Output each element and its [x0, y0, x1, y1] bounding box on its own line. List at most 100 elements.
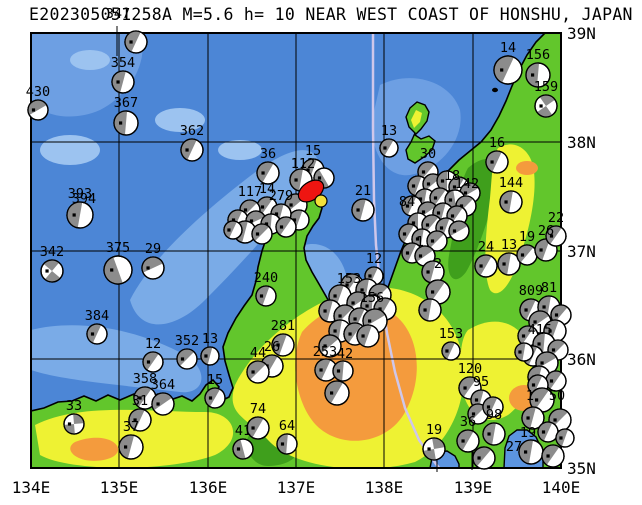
beachball-center-dot — [338, 314, 342, 318]
beachball-rim — [113, 110, 139, 136]
beachball-rim — [142, 351, 164, 373]
focal-mechanism-beachball — [232, 438, 254, 460]
beachball-compression-quadrant — [468, 404, 486, 422]
focal-mechanism-beachball — [176, 348, 198, 370]
beachball-compression-quadrant — [247, 361, 266, 380]
event-number-label: 27 — [506, 439, 522, 455]
event-number-label: 22 — [548, 210, 564, 226]
beachball-center-dot — [461, 439, 465, 443]
event-number-label: 12 — [145, 336, 161, 352]
focal-mechanism-beachball — [482, 396, 504, 418]
event-number-label: 15 — [207, 372, 223, 388]
event-number-label: 19 — [519, 229, 535, 245]
beachball-rim — [448, 220, 470, 242]
beachball-center-dot — [502, 262, 506, 266]
beachball-compression-quadrant — [459, 377, 477, 398]
map-title: E202305051258A M=5.6 h= 10 NEAR WEST COA… — [29, 5, 633, 24]
sado-highland — [411, 110, 422, 128]
focal-mechanism-beachball — [256, 161, 280, 185]
beachball-compression-quadrant — [427, 231, 445, 249]
beachball-center-dot — [520, 253, 525, 257]
beachball-compression-quadrant — [473, 447, 492, 467]
beachball-center-dot — [261, 171, 265, 175]
beachball-center-dot — [351, 301, 355, 305]
event-number-label: 74 — [250, 401, 266, 417]
beachball-rim — [351, 198, 375, 222]
beachball-center-dot — [421, 170, 426, 174]
beachball-rim — [516, 244, 538, 266]
beachball-compression-quadrant — [334, 305, 353, 324]
event-number-label: 41 — [235, 423, 251, 439]
focal-mechanism-beachball — [351, 198, 375, 222]
beachball-rim — [541, 444, 565, 468]
beachball-center-dot — [365, 304, 369, 308]
event-number-label: 33 — [66, 398, 82, 414]
beachball-center-dot — [260, 205, 265, 209]
focal-mechanism-beachball — [356, 324, 380, 348]
beachball-center-dot — [535, 398, 539, 402]
beachball-center-dot — [133, 418, 137, 422]
beachball-compression-quadrant — [538, 422, 553, 442]
beachball-center-dot — [537, 342, 541, 346]
beachball-center-dot — [439, 226, 444, 230]
beachball-rim — [275, 216, 297, 238]
event-number-label: 120 — [458, 361, 482, 377]
beachball-compression-quadrant — [402, 196, 417, 216]
event-number-label: 15 — [305, 143, 321, 159]
beachball-center-dot — [378, 307, 382, 311]
event-number-label: 367 — [114, 95, 138, 111]
beachball-compression-quadrant — [528, 375, 543, 395]
beachball-center-dot — [276, 343, 280, 347]
longitude-label: 136E — [189, 478, 228, 497]
beachball-center-dot — [559, 436, 563, 440]
event-number-label: 281 — [271, 318, 295, 334]
beachball-center-dot — [146, 266, 150, 270]
event-number-label: 19 — [426, 422, 442, 438]
beachball-center-dot — [533, 320, 537, 324]
beachball-rim — [200, 346, 220, 366]
beachball-compression-quadrant — [125, 31, 141, 52]
beachball-compression-quadrant — [129, 409, 145, 430]
longitude-label: 134E — [12, 478, 51, 497]
event-number-label: 13 — [381, 123, 397, 139]
beachball-compression-quadrant — [494, 56, 514, 83]
event-number-label: 364 — [151, 377, 175, 393]
beachball-center-dot — [504, 200, 508, 204]
event-number-label: 1 — [526, 388, 534, 404]
beachball-rim — [246, 416, 270, 440]
focal-mechanism-beachball — [27, 99, 49, 121]
event-number-label: 240 — [254, 270, 278, 286]
beachball-center-dot — [204, 354, 208, 358]
event-number-label: 42 — [337, 346, 353, 362]
beachball-rim — [111, 70, 135, 94]
event-number-label: 2 — [434, 256, 442, 272]
beachball-rim — [521, 406, 545, 430]
beachball-compression-quadrant — [457, 430, 474, 451]
focal-mechanism-beachball — [124, 30, 148, 54]
beachball-compression-quadrant — [415, 246, 434, 262]
event-number-label: 153 — [439, 326, 463, 342]
beachball-center-dot — [353, 317, 357, 321]
focal-mechanism-beachball — [180, 138, 204, 162]
beachball-rim — [232, 438, 254, 460]
beachball-rim — [497, 252, 521, 276]
event-number-label: 13 — [501, 237, 517, 253]
beachball-compression-quadrant — [475, 255, 492, 276]
event-number-label: 19 — [520, 425, 536, 441]
beachball-compression-quadrant — [257, 162, 274, 183]
beachball-center-dot — [306, 168, 310, 172]
beachball-center-dot — [546, 454, 550, 458]
beachball-center-dot — [425, 223, 430, 227]
beachball-center-dot — [330, 391, 334, 395]
beachball-center-dot — [548, 329, 552, 333]
event-number-label: 144 — [499, 175, 523, 191]
focal-mechanism-beachball — [555, 428, 575, 448]
event-number-label: 1 — [416, 234, 424, 250]
beachball-compression-quadrant — [551, 305, 568, 323]
beachball-center-dot — [333, 329, 337, 333]
focal-mechanism-beachball — [118, 434, 144, 460]
beachball-center-dot — [423, 308, 427, 312]
event-number-label: 98 — [486, 407, 502, 423]
beachball-rim — [128, 408, 152, 432]
